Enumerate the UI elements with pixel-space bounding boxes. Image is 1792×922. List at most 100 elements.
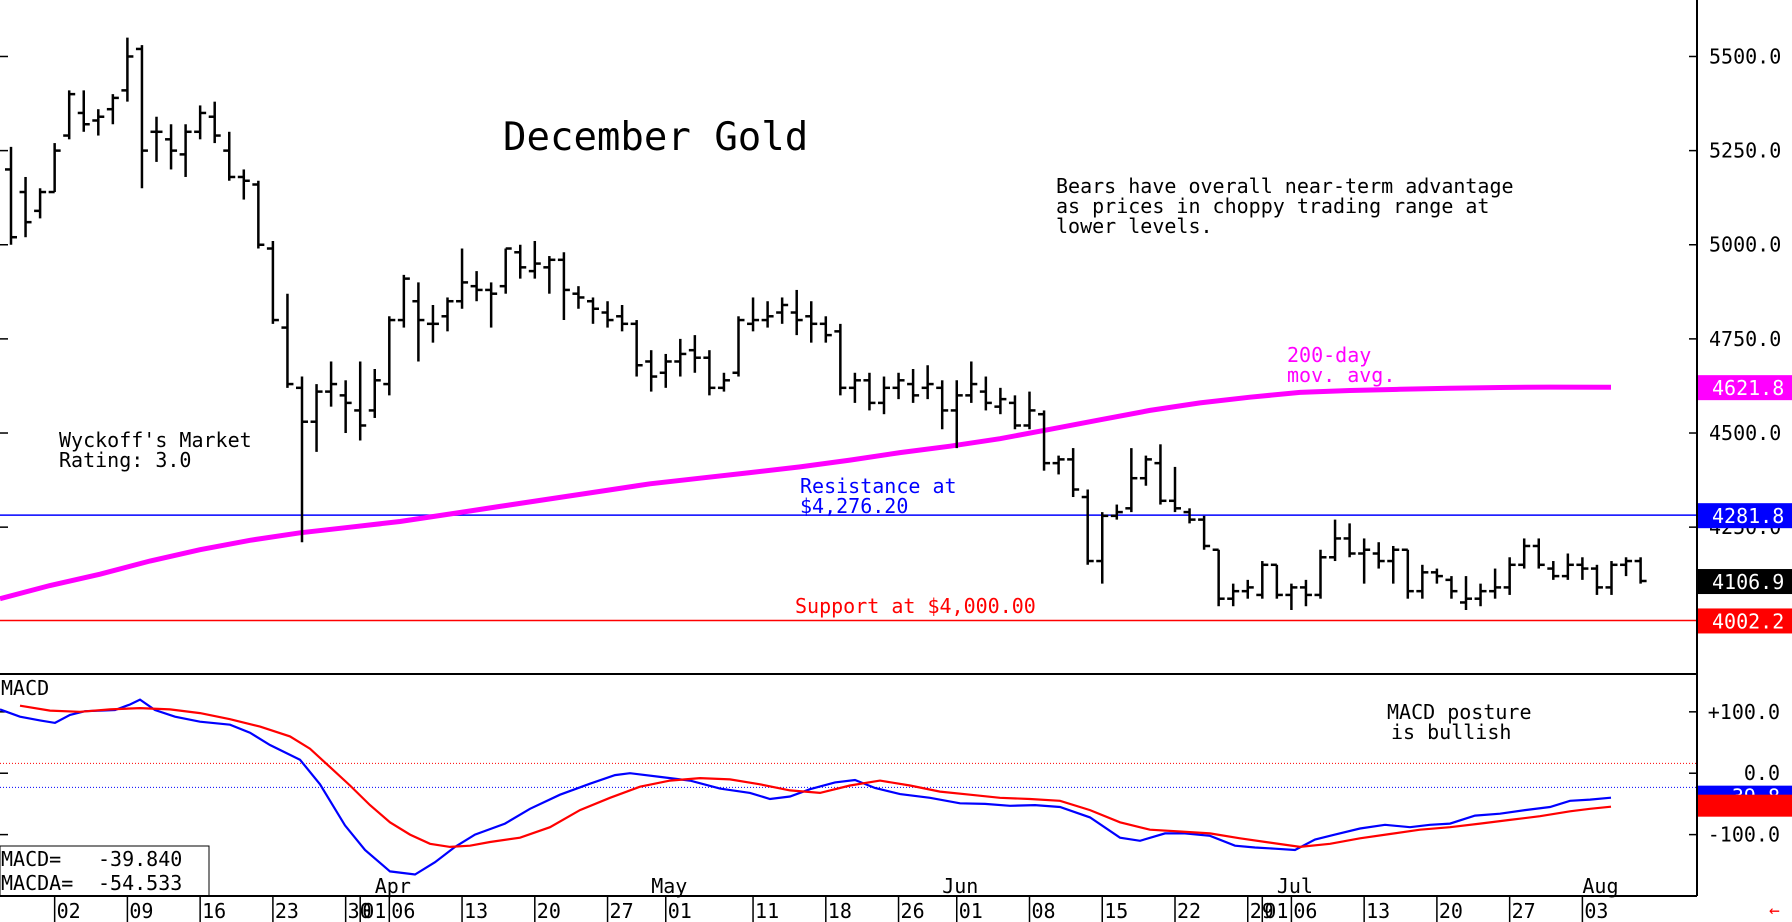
ohlc-bar — [1285, 583, 1298, 610]
ohlc-bar — [601, 301, 614, 328]
market-rating-line: Rating: 3.0 — [59, 448, 191, 472]
price-tick-label: 5500.0 — [1709, 44, 1781, 68]
ohlc-bar — [1372, 542, 1385, 569]
ohlc-bar — [1154, 444, 1167, 505]
macd-note-line: MACD posture — [1387, 700, 1532, 724]
ohlc-bar — [514, 244, 527, 279]
commentary-line: as prices in choppy trading range at — [1056, 194, 1489, 218]
resistance-label-line: Resistance at — [800, 474, 957, 498]
ohlc-bar — [281, 293, 294, 388]
price-tag — [1698, 503, 1792, 529]
ohlc-bar — [441, 297, 454, 332]
moving-average-label-line: mov. avg. — [1287, 363, 1395, 387]
chart-title: December Gold — [503, 115, 808, 160]
x-month-label: Aug — [1582, 874, 1618, 898]
ohlc-bar — [92, 109, 105, 136]
support-label: Support at $4,000.00 — [795, 594, 1036, 618]
ohlc-bar — [805, 301, 818, 343]
macd-panel: +100.0 0.0 -100.0 -39.8 MACD MACD posture … — [0, 676, 1792, 897]
ohlc-bar — [1620, 557, 1633, 577]
ohlc-bar — [1023, 391, 1036, 430]
ohlc-bar — [674, 338, 687, 377]
ohlc-bar — [426, 304, 439, 343]
ohlc-bar — [1008, 395, 1021, 430]
ohlc-bar — [310, 384, 323, 452]
x-tick-label: 09 — [129, 899, 153, 922]
ohlc-bar — [1081, 489, 1094, 565]
resistance-label-line: $4,276.20 — [800, 494, 908, 518]
ohlc-bar — [936, 380, 949, 430]
ohlc-bar — [383, 316, 396, 396]
ohlc-bar — [499, 247, 512, 294]
ohlc-bar — [732, 316, 745, 377]
ohlc-bar — [994, 387, 1007, 415]
market-rating-line: Wyckoff's Market — [59, 428, 252, 452]
macd-value-tags: -39.8 — [1698, 785, 1792, 817]
ohlc-bar — [1169, 466, 1181, 513]
macd-title: MACD — [1, 676, 49, 700]
macd-series-line — [0, 698, 1612, 876]
price-tag — [1698, 375, 1792, 401]
macd-tick-label: +100.0 — [1708, 700, 1780, 724]
ohlc-bar — [1547, 561, 1560, 580]
ohlc-bar — [1139, 455, 1152, 486]
ohlc-bar — [1503, 557, 1516, 595]
x-tick-label: 13 — [1366, 899, 1390, 922]
ohlc-bar — [296, 376, 308, 543]
ohlc-bar — [150, 116, 163, 162]
price-tag-label: 4621.8 — [1712, 376, 1784, 400]
ohlc-bar — [194, 105, 207, 140]
ohlc-bar — [1038, 410, 1051, 471]
macd-note: MACD posture is bullish — [1387, 700, 1544, 744]
ohlc-bar — [208, 101, 221, 144]
market-rating: Wyckoff's Market Rating: 3.0 — [59, 428, 264, 472]
macd-y-axis: +100.0 0.0 -100.0 — [0, 700, 1780, 847]
x-tick-label: 13 — [464, 899, 488, 922]
ohlc-bar — [48, 143, 61, 194]
ohlc-bar — [1299, 579, 1312, 607]
ohlc-bar — [1605, 561, 1618, 595]
ohlc-bar — [1125, 448, 1138, 513]
price-tick-label: 5250.0 — [1709, 139, 1781, 163]
ohlc-bar — [77, 90, 90, 132]
price-tick-label: 4750.0 — [1709, 327, 1781, 351]
ohlc-bar — [543, 256, 556, 294]
commentary-line: Bears have overall near-term advantage — [1056, 174, 1514, 198]
resistance-label: Resistance at $4,276.20 — [800, 474, 969, 518]
ohlc-bar — [1460, 576, 1472, 610]
ohlc-bar — [761, 301, 774, 328]
price-bars — [5, 37, 1647, 610]
ohlc-bar — [616, 304, 629, 332]
ohlc-bar — [325, 361, 338, 407]
ohlc-bar — [790, 289, 803, 336]
x-tick-label: 27 — [1512, 899, 1536, 922]
macd-readout-box — [0, 845, 210, 897]
ohlc-bar — [557, 252, 570, 321]
ohlc-bar — [1198, 515, 1211, 550]
macd-tick-label: 0.0 — [1744, 761, 1780, 785]
ohlc-bar — [1256, 561, 1269, 599]
ohlc-bar — [587, 297, 599, 324]
macd-readout-value: -39.840 — [98, 847, 182, 871]
ohlc-bar — [237, 169, 250, 200]
ohlc-bar — [1416, 564, 1429, 599]
ohlc-bar — [223, 131, 236, 181]
scroll-left-arrow-icon[interactable]: ← — [1769, 900, 1780, 921]
ohlc-bar — [1634, 557, 1647, 584]
ohlc-bar — [907, 369, 920, 403]
x-tick-label: 03 — [1584, 899, 1608, 922]
ohlc-bar — [819, 316, 832, 343]
ohlc-bar — [572, 286, 585, 309]
ohlc-bar — [1401, 548, 1414, 599]
ohlc-bar — [630, 320, 643, 377]
ohlc-bar — [528, 240, 541, 279]
ohlc-bar — [1358, 538, 1371, 584]
x-month-label: Jun — [942, 874, 978, 898]
x-month-label: May — [651, 874, 687, 898]
x-tick-label: 16 — [202, 899, 226, 922]
ohlc-bar — [1241, 579, 1254, 599]
ohlc-bar — [1212, 548, 1225, 607]
ohlc-bar — [1489, 568, 1502, 599]
moving-average-line — [0, 384, 1612, 602]
ohlc-bar — [1096, 512, 1109, 584]
